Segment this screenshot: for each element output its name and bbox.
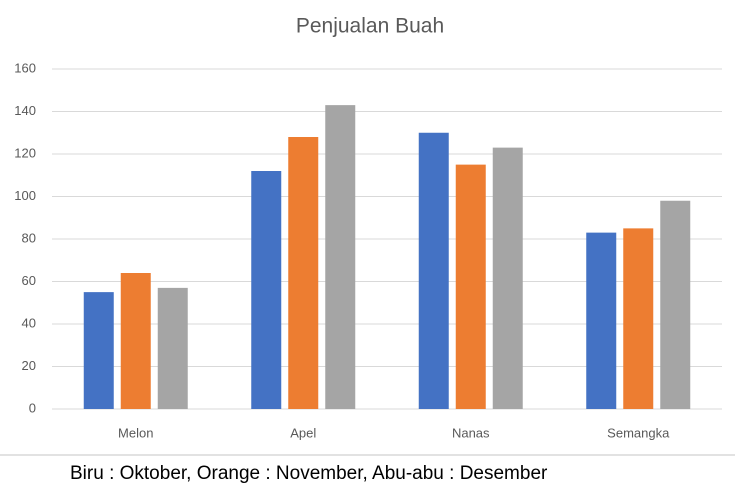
y-tick-label: 100 xyxy=(14,188,36,203)
bar xyxy=(120,273,151,409)
y-tick-label: 0 xyxy=(29,400,36,415)
bar xyxy=(251,171,282,409)
bar xyxy=(455,164,486,409)
bar xyxy=(660,200,691,409)
caption: Biru : Oktober, Orange : November, Abu-a… xyxy=(70,463,548,484)
y-tick-label: 120 xyxy=(14,145,36,160)
x-tick-label: Semangka xyxy=(607,425,670,440)
bar xyxy=(492,147,523,409)
bar xyxy=(586,232,617,409)
bar xyxy=(83,292,114,409)
bar xyxy=(325,105,356,409)
x-tick-label: Apel xyxy=(290,425,316,440)
y-tick-label: 80 xyxy=(22,230,36,245)
bar xyxy=(157,287,188,409)
chart-title: Penjualan Buah xyxy=(296,15,444,38)
y-tick-label: 40 xyxy=(22,315,36,330)
y-tick-label: 140 xyxy=(14,103,36,118)
x-tick-label: Nanas xyxy=(452,425,490,440)
bar xyxy=(288,137,319,409)
y-tick-label: 20 xyxy=(22,358,36,373)
y-tick-label: 160 xyxy=(14,60,36,75)
bar xyxy=(623,228,654,409)
x-tick-label: Melon xyxy=(118,425,153,440)
y-tick-label: 60 xyxy=(22,273,36,288)
bar xyxy=(418,132,449,409)
